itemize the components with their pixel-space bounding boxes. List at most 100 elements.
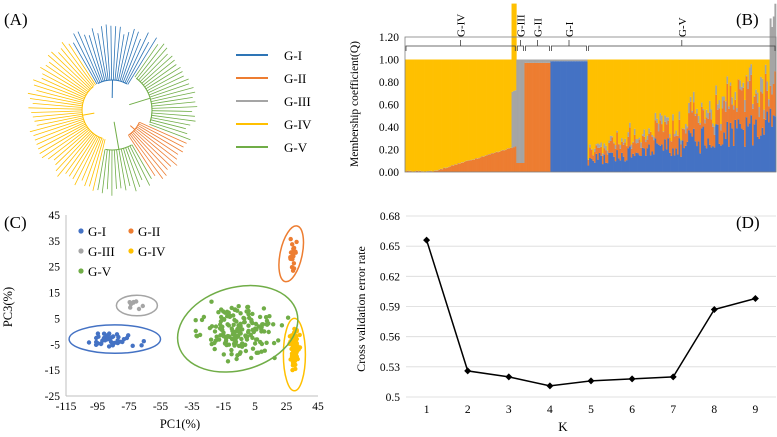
pca-point-g-i: [117, 339, 122, 344]
structure-segment-g-ii: [712, 126, 715, 147]
structure-segment-g-iii: [744, 99, 747, 112]
structure-segment-g-ii: [409, 171, 412, 172]
pca-point-g-iv: [290, 367, 295, 373]
tree-branch: [119, 28, 135, 82]
y-tick-label-b: 0.40: [379, 122, 399, 134]
structure-segment-g-iii: [550, 59, 553, 62]
structure-segment-g-iv: [433, 59, 436, 171]
pca-point-g-v: [232, 307, 238, 312]
structure-segment-g-i: [611, 152, 614, 172]
tree-branch: [33, 84, 84, 102]
structure-segment-g-ii: [481, 156, 484, 172]
tree-branch: [132, 131, 168, 170]
tree-branch: [81, 137, 101, 181]
structure-segment-g-iv: [455, 59, 458, 165]
structure-segment-g-i: [584, 61, 587, 172]
tree-branch: [123, 148, 137, 192]
pca-point-g-v: [285, 315, 291, 320]
structure-segment-g-i: [553, 61, 556, 172]
structure-segment-g-ii: [643, 136, 646, 149]
structure-segment-g-ii: [435, 170, 438, 172]
pca-point-g-v: [249, 355, 254, 361]
structure-segment-g-i: [657, 144, 660, 172]
structure-segment-g-ii: [747, 89, 750, 127]
structure-segment-g-iv: [457, 59, 460, 164]
structure-segment-g-i: [681, 140, 684, 172]
structure-segment-g-ii: [654, 120, 657, 139]
structure-segment-g-ii: [638, 139, 641, 156]
pca-point-g-v: [212, 346, 217, 352]
structure-segment-g-iv: [748, 59, 751, 68]
pca-point-g-ii: [291, 261, 297, 266]
structure-segment-g-iii: [723, 96, 726, 101]
structure-segment-g-iv: [609, 59, 612, 136]
structure-segment-g-iii: [530, 59, 533, 63]
structure-segment-g-iii: [646, 135, 649, 140]
pca-point-g-i: [139, 343, 144, 348]
structure-segment-g-ii: [613, 143, 616, 157]
pca-legend-item-g1: G-I: [78, 224, 106, 239]
structure-segment-g-ii: [463, 161, 466, 172]
group-label-g-iv: G-IV: [456, 14, 468, 37]
tree-branch: [128, 134, 156, 177]
tree-branch: [138, 123, 184, 148]
structure-segment-g-i: [745, 117, 748, 172]
structure-segment-g-iii: [721, 96, 724, 109]
tree-branch: [36, 90, 84, 103]
structure-segment-g-i: [637, 153, 639, 172]
x-tick-label-c: -15: [216, 401, 232, 413]
structure-segment-g-iii: [712, 123, 715, 127]
structure-segment-g-iii: [585, 59, 588, 62]
pca-point-g-ii: [294, 239, 299, 245]
structure-segment-g-iv: [635, 59, 638, 140]
structure-segment-g-iii: [694, 113, 697, 116]
bracket-g-v: [588, 45, 776, 51]
structure-segment-g-iv: [661, 59, 663, 116]
pca-point-g-v: [247, 315, 252, 321]
structure-segment-g-ii: [471, 159, 474, 172]
structure-segment-g-iii: [630, 144, 633, 149]
pca-point-g-i: [86, 340, 92, 345]
x-tick-label-c: 25: [281, 401, 293, 413]
structure-segment-g-iii: [742, 82, 745, 88]
tree-branch: [88, 138, 104, 187]
pca-point-g-v: [232, 317, 237, 323]
cv-error-marker: [587, 377, 595, 385]
pca-point-g-v: [266, 329, 271, 335]
pca-point-g-v: [221, 352, 226, 357]
structure-segment-g-i: [696, 146, 699, 172]
structure-segment-g-ii: [455, 164, 458, 172]
structure-segment-g-ii: [490, 153, 493, 172]
tree-branch: [91, 28, 106, 81]
structure-segment-g-iii: [676, 135, 679, 137]
structure-segment-g-ii: [498, 151, 501, 172]
structure-segment-g-iv: [624, 59, 627, 139]
structure-segment-g-i: [622, 156, 625, 172]
pca-point-g-v: [264, 340, 269, 345]
pca-point-g-v: [213, 338, 218, 343]
structure-segment-g-i: [697, 141, 700, 172]
structure-segment-g-iv: [422, 59, 425, 172]
structure-segment-g-ii: [736, 111, 739, 129]
structure-segment-g-iii: [664, 115, 667, 122]
tree-branch: [139, 53, 168, 82]
structure-segment-g-i: [585, 61, 588, 172]
structure-segment-g-iv: [689, 59, 692, 97]
structure-segment-g-iv: [750, 59, 753, 65]
structure-segment-g-iv: [643, 59, 646, 130]
tree-branch: [134, 44, 159, 78]
pca-legend-dot-g3: [78, 248, 84, 254]
structure-segment-g-i: [678, 138, 681, 172]
pca-point-g-v: [242, 316, 247, 321]
tree-branch: [130, 132, 167, 176]
structure-segment-g-ii: [752, 108, 754, 146]
structure-segment-g-i: [761, 127, 764, 172]
structure-segment-g-ii: [694, 115, 697, 142]
structure-segment-g-iv: [648, 59, 651, 129]
structure-segment-g-iii: [739, 80, 742, 90]
structure-segment-g-i: [571, 61, 574, 172]
structure-segment-g-ii: [603, 148, 606, 155]
structure-segment-g-i: [556, 61, 559, 172]
structure-segment-g-iv: [505, 59, 508, 150]
